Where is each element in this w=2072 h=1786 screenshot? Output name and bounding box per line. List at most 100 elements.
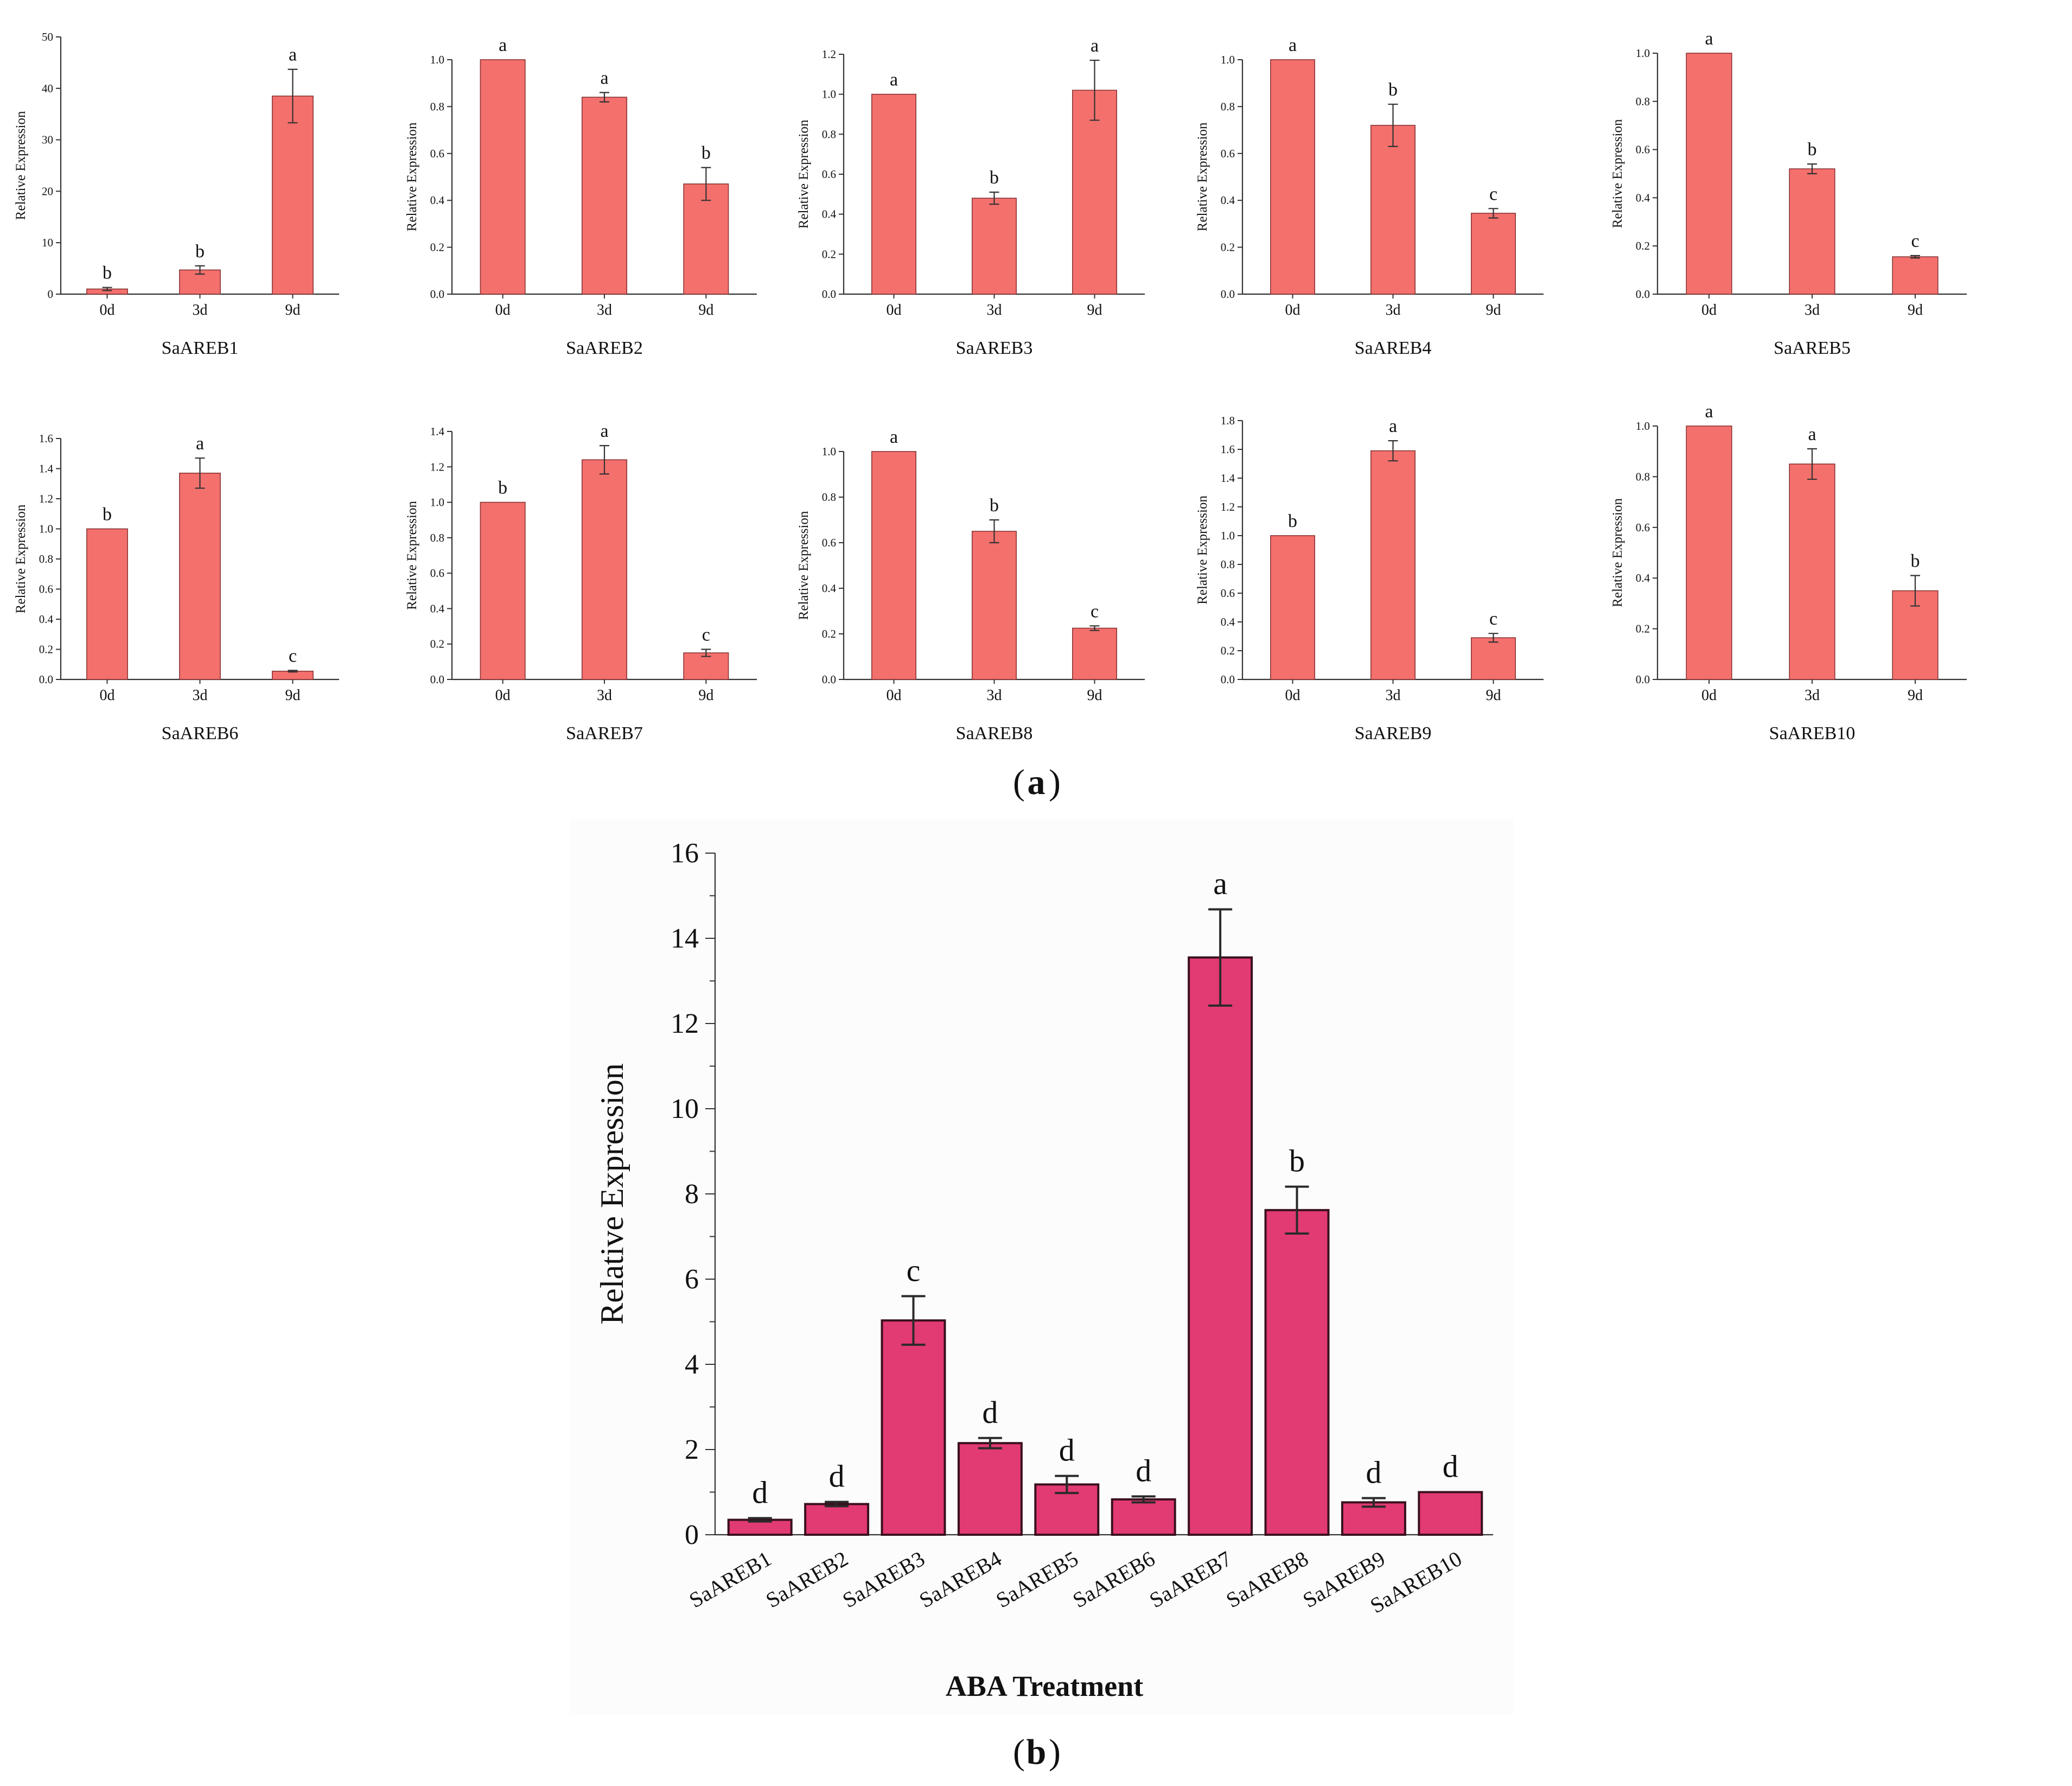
bar-0d (86, 528, 128, 680)
gene-label: SaAREB7 (566, 723, 643, 743)
y-tick-label: 1.6 (39, 432, 53, 445)
y-tick-label: 12 (671, 1008, 699, 1039)
x-tick-label: 3d (193, 687, 208, 704)
significance-letter: a (289, 45, 297, 65)
significance-letter: c (1489, 609, 1497, 629)
chart-1: 0 10 20 30 40 50 b 0d b 3d a 9d Relative Expression S… (14, 30, 339, 358)
y-tick-label: 1.0 (1221, 53, 1235, 66)
y-axis-title: Relative Expression (1610, 498, 1625, 607)
chart-5: 0.0 0.2 0.4 0.6 0.8 1.0 a 0d b 3d c 9d Relative Expr… (1610, 29, 1967, 358)
significance-letter: a (600, 421, 608, 441)
bar-SaAREB9 (1341, 1501, 1406, 1536)
error-bar (701, 649, 711, 657)
error-bar (1910, 575, 1920, 607)
y-tick-label: 0 (685, 1520, 699, 1550)
chart-6: 0.0 0.2 0.4 0.6 0.8 1.0 1.2 1.4 1.6 b 0d a 3d c 9d Rela… (14, 432, 339, 743)
x-tick-label: 9d (285, 687, 301, 704)
error-bar (195, 265, 205, 275)
y-tick-label: 4 (685, 1349, 699, 1380)
y-tick-label: 0.0 (39, 673, 53, 686)
significance-letter: a (890, 427, 898, 447)
significance-letter: a (1808, 424, 1816, 444)
x-tick-label: 9d (698, 687, 713, 704)
y-tick-label: 0.6 (1636, 143, 1650, 156)
significance-letter: d (982, 1395, 998, 1430)
x-tick-label: 9d (1486, 687, 1501, 704)
y-tick-label: 0.4 (1221, 615, 1235, 628)
x-tick-label: 0d (495, 302, 511, 319)
significance-letter: b (990, 168, 999, 188)
x-tick-label: 3d (597, 302, 612, 319)
y-tick-label: 0.6 (822, 536, 836, 549)
error-bar (748, 1517, 772, 1523)
significance-letter: d (1366, 1454, 1381, 1490)
significance-letter: c (1911, 231, 1919, 251)
panel-b-label: ( b ) (1013, 1732, 1061, 1772)
y-axis-title: Relative Expression (594, 1063, 630, 1325)
error-bar (701, 167, 711, 201)
y-tick-label: 0.6 (1221, 587, 1235, 600)
bar-SaAREB4 (957, 1442, 1023, 1536)
bar-SaAREB10 (1418, 1491, 1483, 1536)
gene-label: SaAREB4 (1355, 338, 1432, 358)
chart-2: 0.0 0.2 0.4 0.6 0.8 1.0 a 0d a 3d b 9d Relative Expr… (405, 35, 757, 358)
bar-3d (1789, 168, 1835, 295)
x-tick-label: 0d (100, 687, 115, 704)
error-bar (1488, 208, 1499, 219)
significance-letter: c (289, 646, 297, 666)
bar-3d (1370, 450, 1416, 680)
chart-4: 0.0 0.2 0.4 0.6 0.8 1.0 a 0d b 3d c 9d Relative Expr… (1195, 35, 1544, 358)
chart-9: 0.0 0.2 0.4 0.6 0.8 1.0 1.2 1.4 1.6 1.8 b 0d a 3d c 9d R… (1195, 414, 1544, 743)
x-tick-label: 9d (285, 302, 301, 319)
y-tick-label: 0.8 (1221, 100, 1235, 113)
panel-b-open-paren: ( (1013, 1732, 1025, 1772)
error-bar (989, 519, 999, 544)
y-tick-label: 0.0 (822, 673, 836, 686)
significance-letter: c (1489, 184, 1497, 204)
panel-b-background (570, 819, 1514, 1715)
y-tick-label: 0.2 (39, 643, 53, 656)
error-bar (1388, 103, 1398, 147)
bar-9d (1471, 637, 1516, 680)
y-tick-label: 0.8 (430, 100, 444, 113)
x-tick-label: 0d (887, 302, 902, 319)
y-tick-label: 0.6 (1636, 521, 1650, 534)
error-bar (288, 670, 298, 673)
error-bar (102, 287, 112, 291)
y-tick-label: 10 (671, 1094, 699, 1124)
y-tick-label: 1.0 (430, 53, 444, 66)
x-tick-label: 9d (698, 302, 713, 319)
bar-0d (1686, 425, 1732, 680)
y-tick-label: 8 (685, 1179, 699, 1210)
y-axis-title: Relative Expression (405, 501, 419, 610)
x-tick-label: 3d (1805, 302, 1820, 319)
y-tick-label: 30 (42, 134, 53, 147)
y-tick-label: 1.4 (430, 425, 445, 438)
y-tick-label: 1.2 (822, 48, 836, 61)
bar-SaAREB2 (804, 1503, 870, 1536)
error-bar (825, 1501, 849, 1508)
y-tick-label: 0.6 (822, 168, 836, 181)
bar-3d (581, 97, 628, 295)
gene-label: SaAREB5 (1774, 338, 1851, 358)
bar-3d (1370, 125, 1416, 295)
bar-9d (1892, 256, 1939, 295)
x-tick-label: 0d (887, 687, 902, 704)
y-tick-label: 0.0 (1636, 288, 1650, 301)
bar-9d (1072, 627, 1118, 680)
significance-letter: a (1705, 29, 1713, 49)
y-axis-title: Relative Expression (1610, 119, 1625, 228)
significance-letter: b (195, 241, 205, 262)
significance-letter: b (103, 263, 112, 283)
y-tick-label: 0.4 (1636, 571, 1650, 584)
y-tick-label: 1.0 (430, 496, 444, 509)
significance-letter: b (1911, 551, 1920, 571)
y-tick-label: 0.0 (1636, 673, 1650, 686)
significance-letter: b (1289, 1143, 1305, 1179)
significance-letter: d (829, 1459, 845, 1494)
error-bar (1285, 1185, 1309, 1235)
significance-letter: b (498, 478, 507, 498)
bar-0d (1686, 53, 1732, 295)
y-tick-label: 1.0 (822, 88, 836, 101)
y-axis-title: Relative Expression (14, 504, 28, 613)
